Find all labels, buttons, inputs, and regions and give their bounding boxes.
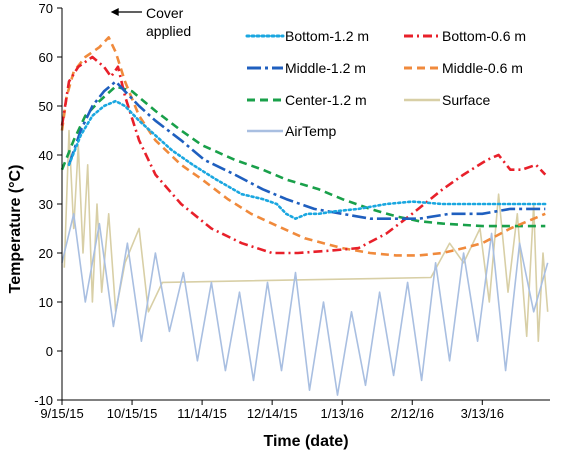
y-tick-label: -10 [34,393,53,408]
legend: Bottom-1.2 m Bottom-0.6 m Middle-1.2 m Midd… [245,28,526,139]
x-tick-label: 2/12/16 [391,406,434,421]
legend-label-airtemp: AirTemp [285,123,337,139]
series-line-bottom-1-2-m [67,99,547,220]
legend-label-bottom-0-6-m: Bottom-0.6 m [442,28,526,44]
legend-label-middle-0-6-m: Middle-0.6 m [442,60,523,76]
y-tick-label: 20 [39,246,53,261]
y-tick-label: 40 [39,148,53,163]
annotation-text: applied [146,23,191,39]
legend-label-center-1-2-m: Center-1.2 m [285,92,367,108]
axes-layer: -10 0 10 20 30 40 50 60 70 9/15/15 10/15/15 11/14/1… [34,1,550,421]
series-line-bottom-0-6-m [60,55,547,255]
y-tick-label: 10 [39,295,53,310]
annotation-text: Cover [146,5,184,21]
series-line-middle-0-6-m [60,36,546,257]
x-tick-label: 9/15/15 [40,406,83,421]
x-tick-label: 1/13/16 [321,406,364,421]
series-line-middle-1-2-m [67,80,546,220]
x-tick-label: 12/14/15 [247,406,298,421]
legend-label-bottom-1-2-m: Bottom-1.2 m [285,28,369,44]
y-tick-label: 60 [39,50,53,65]
series-layer [60,36,549,396]
annotation-arrowhead [110,8,119,16]
x-tick-label: 11/14/15 [177,406,227,421]
y-tick-label: 30 [39,197,53,212]
x-tick-label: 3/13/16 [461,406,504,421]
annotation: Cover applied [110,5,191,39]
x-axis-title: Time (date) [263,433,348,450]
legend-label-surface: Surface [442,92,490,108]
legend-label-middle-1-2-m: Middle-1.2 m [285,60,366,76]
y-tick-label: 0 [46,344,53,359]
x-tick-label: 10/15/15 [107,406,158,421]
y-axis-title: Temperature (°C) [7,165,24,294]
series-line-airtemp [61,213,549,396]
series-line-surface [63,129,549,342]
y-tick-label: 50 [39,99,53,114]
y-tick-label: 70 [39,1,53,16]
